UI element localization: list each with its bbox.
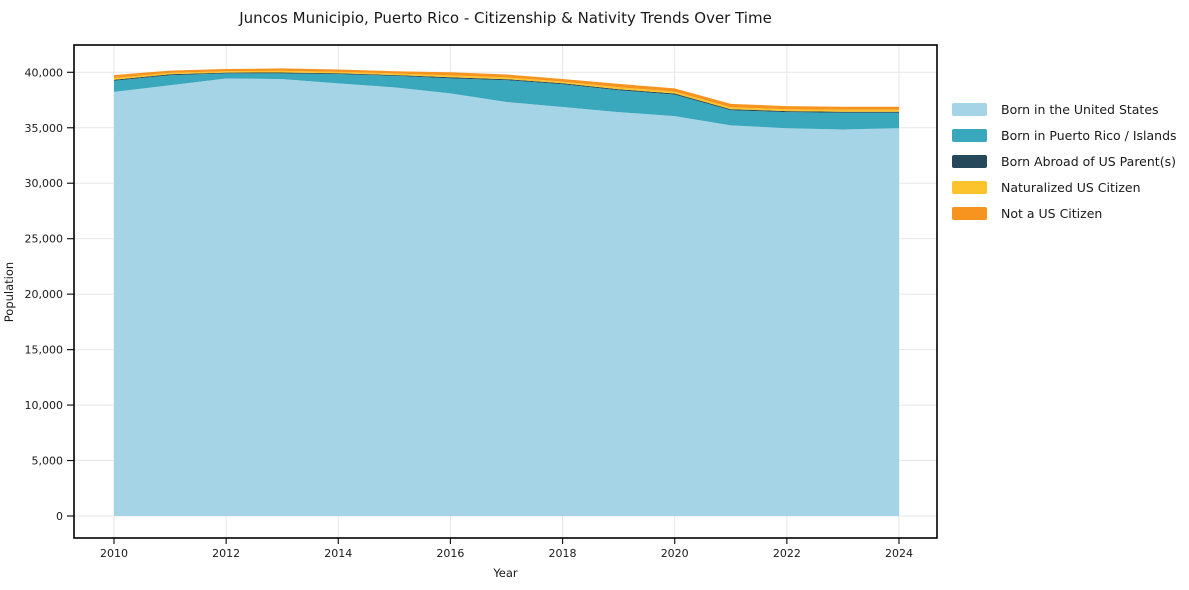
x-tick-label: 2014 — [324, 547, 352, 560]
area-naturalized-us-citizen — [114, 70, 899, 112]
y-tick-label: 30,000 — [25, 177, 64, 190]
x-axis-label: Year — [493, 566, 518, 580]
legend-label-born-pr: Born in Puerto Rico / Islands — [1001, 128, 1177, 143]
stacked-areas — [114, 68, 899, 516]
y-tick-label: 15,000 — [25, 344, 64, 357]
y-tick-label: 40,000 — [25, 66, 64, 79]
legend-label-born-abroad: Born Abroad of US Parent(s) — [1001, 154, 1176, 169]
area-born-in-the-united-states — [114, 78, 899, 516]
x-tick-label: 2018 — [549, 547, 577, 560]
legend-label-born-us: Born in the United States — [1001, 102, 1159, 117]
x-tick-label: 2016 — [436, 547, 464, 560]
legend-item-born-pr: Born in Puerto Rico / Islands — [952, 128, 1177, 143]
axis-ticks — [67, 71, 900, 544]
x-tick-label: 2020 — [661, 547, 689, 560]
legend-label-not-citizen: Not a US Citizen — [1001, 206, 1103, 221]
legend-swatch-naturalized — [952, 181, 987, 194]
legend-swatch-not-citizen — [952, 207, 987, 220]
area-not-a-us-citizen — [114, 68, 899, 110]
legend: Born in the United States Born in Puerto… — [952, 102, 1177, 233]
chart-title: Juncos Municipio, Puerto Rico - Citizens… — [239, 9, 772, 27]
plot-border — [73, 44, 938, 539]
legend-item-naturalized: Naturalized US Citizen — [952, 180, 1177, 195]
y-tick-label: 10,000 — [25, 399, 64, 412]
axis-tick-labels: 0 5,000 10,000 15,000 20,000 25,000 30,000 35,0… — [25, 66, 913, 560]
legend-item-born-abroad: Born Abroad of US Parent(s) — [952, 154, 1177, 169]
y-axis-label: Population — [2, 261, 16, 323]
legend-swatch-born-abroad — [952, 155, 987, 168]
y-tick-label: 35,000 — [25, 122, 64, 135]
legend-swatch-born-us — [952, 103, 987, 116]
area-born-in-puerto-rico-islands — [114, 73, 899, 130]
legend-swatch-born-pr — [952, 129, 987, 142]
x-tick-label: 2010 — [100, 547, 128, 560]
legend-item-born-us: Born in the United States — [952, 102, 1177, 117]
y-tick-label: 20,000 — [25, 288, 64, 301]
legend-item-not-citizen: Not a US Citizen — [952, 206, 1177, 221]
x-tick-label: 2012 — [212, 547, 240, 560]
y-tick-label: 25,000 — [25, 233, 64, 246]
y-tick-label: 5,000 — [32, 455, 64, 468]
x-tick-label: 2022 — [773, 547, 801, 560]
y-tick-label: 0 — [56, 510, 63, 523]
legend-label-naturalized: Naturalized US Citizen — [1001, 180, 1141, 195]
x-tick-label: 2024 — [885, 547, 913, 560]
